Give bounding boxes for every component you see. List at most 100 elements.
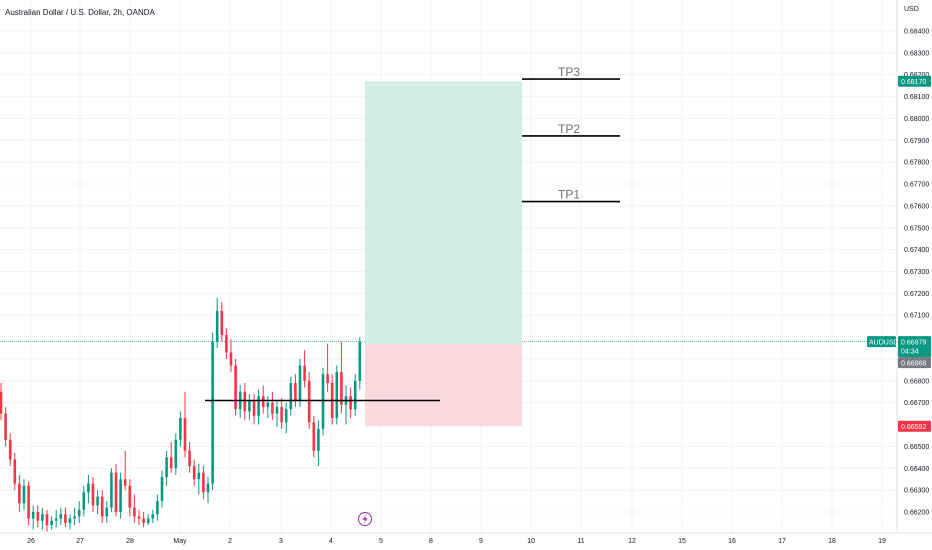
time-tick-label: 17	[778, 538, 786, 545]
candle-body	[169, 457, 173, 469]
time-tick-label: 9	[479, 538, 483, 545]
candle-body	[73, 516, 76, 519]
price-tick-label: 0.66800	[904, 378, 929, 385]
candle-body	[119, 479, 122, 512]
candle-body	[82, 492, 86, 510]
level-lines[interactable]: TP1 TP2 TP3	[205, 65, 620, 402]
time-tick-label: 12	[628, 538, 636, 545]
candle-body	[151, 514, 155, 519]
candle-body	[312, 422, 316, 451]
time-tick-label: 10	[527, 538, 535, 545]
candle-body	[68, 518, 72, 523]
stop-price-value: 0.66592	[901, 424, 926, 431]
price-tick-label: 0.66200	[904, 510, 929, 517]
candle-body	[123, 479, 127, 486]
candles	[0, 297, 362, 532]
price-tick-label: 0.67800	[904, 160, 929, 167]
candle-body	[243, 391, 247, 412]
candle-body	[234, 365, 237, 410]
candle-body	[248, 400, 251, 412]
symbol-tag	[867, 336, 896, 348]
position-zones	[365, 81, 522, 427]
candle-body	[18, 483, 21, 504]
price-tags: 0.68170 AUDUSD 0.66979 04:34 0.66968 0.66592	[867, 75, 931, 432]
candle-body	[349, 396, 352, 410]
level-label-tp3: TP3	[558, 65, 580, 79]
time-tick-label: 11	[577, 538, 584, 545]
profit-zone	[365, 81, 522, 345]
price-tick-label: 0.67200	[904, 291, 929, 298]
candle-body	[13, 459, 17, 484]
candle-body	[0, 391, 3, 414]
level-label-tp2: TP2	[558, 122, 580, 136]
countdown-timer: 04:34	[901, 349, 919, 356]
candle-body	[252, 400, 256, 416]
time-tick-label: 26	[27, 538, 35, 545]
price-tick-label: 0.67900	[904, 138, 929, 145]
price-tick-label: 0.68200	[904, 72, 929, 79]
candle-body	[229, 352, 233, 366]
candle-body	[225, 334, 228, 353]
symbol-label: AUDUSD	[869, 339, 899, 346]
candle-body	[22, 485, 26, 504]
candle-body	[137, 516, 141, 519]
lightning-icon[interactable]	[358, 512, 372, 526]
time-tick-label: 16	[728, 538, 736, 545]
time-tick-label: 19	[878, 538, 886, 545]
time-tick-label: 28	[126, 538, 134, 545]
candle-body	[275, 407, 279, 414]
candle-body	[317, 428, 320, 451]
level-label-tp1: TP1	[558, 188, 580, 202]
price-tick-label: 0.67100	[904, 313, 929, 320]
candle-body	[183, 417, 187, 451]
price-tick-label: 0.66300	[904, 488, 929, 495]
candle-body	[257, 396, 260, 416]
price-tick-label: 0.67500	[904, 225, 929, 232]
price-tick-label: 0.67400	[904, 247, 929, 254]
candle-body	[142, 518, 145, 523]
candle-body	[96, 496, 99, 506]
time-tick-label: 27	[76, 538, 84, 545]
candle-body	[335, 372, 339, 418]
candle-body	[50, 520, 53, 526]
candle-body	[284, 409, 288, 423]
price-tick-label: 0.67600	[904, 203, 929, 210]
candle-body	[307, 380, 311, 423]
candle-body	[220, 310, 224, 335]
candle-body	[36, 512, 40, 521]
candle-body	[340, 372, 343, 405]
candle-body	[27, 485, 30, 519]
price-tick-label: 0.66700	[904, 400, 929, 407]
candle-body	[358, 341, 362, 381]
candle-body	[8, 439, 12, 460]
last-price-tag	[898, 336, 931, 358]
candle-body	[202, 472, 205, 493]
time-tick-label: May	[173, 538, 187, 545]
candle-body	[156, 501, 159, 515]
time-tick-label: 18	[828, 538, 836, 545]
candle-body	[165, 457, 168, 478]
entry-price-value: 0.66968	[901, 360, 926, 367]
candle-body	[303, 365, 306, 381]
candle-body	[77, 509, 81, 517]
candle-body	[280, 407, 283, 423]
candle-body	[206, 483, 210, 493]
candle-body	[41, 514, 44, 521]
price-tick-label: 0.68100	[904, 94, 929, 101]
price-tick-label: 0.68300	[904, 50, 929, 57]
candle-body	[321, 374, 325, 429]
candle-body	[160, 477, 164, 502]
candle-body	[261, 396, 265, 408]
stop-price-tag	[898, 420, 931, 432]
candle-body	[188, 450, 191, 467]
candle-body	[87, 483, 90, 493]
time-tick-label: 8	[429, 538, 433, 545]
time-tick-label: 15	[678, 538, 686, 545]
candle-body	[4, 413, 7, 440]
chart-title: Australian Dollar / U.S. Dollar, 2h, OAN…	[5, 8, 155, 17]
price-tick-label: 0.67300	[904, 269, 929, 276]
candle-body	[326, 374, 329, 384]
time-tick-label: 5	[379, 538, 383, 545]
